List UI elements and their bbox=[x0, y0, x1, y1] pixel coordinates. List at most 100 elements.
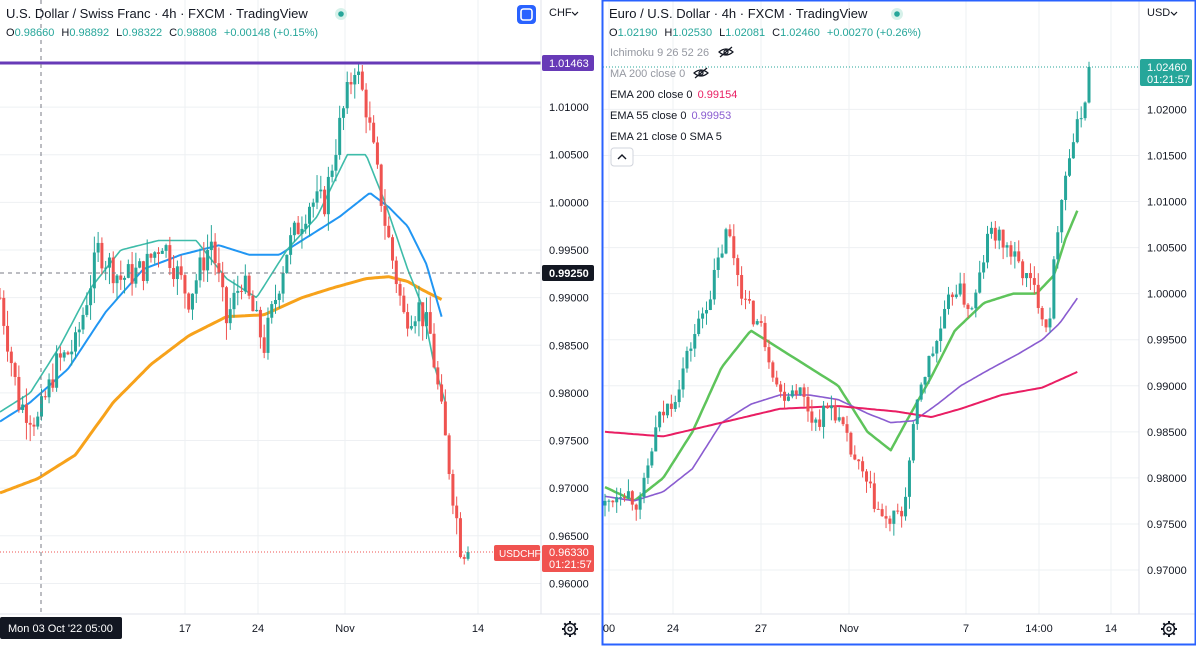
candle-body bbox=[357, 71, 361, 75]
candle-body bbox=[2, 297, 6, 326]
candle-body bbox=[451, 474, 455, 506]
ohlc-close-value: 1.02460 bbox=[780, 27, 820, 39]
candle-body bbox=[307, 206, 311, 224]
left-currency-label[interactable]: CHF bbox=[549, 7, 572, 19]
right-price-axis[interactable]: 0.97000 0.97500 0.98000 0.98500 0.99000 0.995… bbox=[1147, 104, 1187, 577]
candle-body bbox=[168, 245, 172, 268]
candle-body bbox=[962, 283, 966, 305]
chevron-down-icon[interactable] bbox=[571, 11, 579, 16]
candle-body bbox=[145, 253, 149, 282]
indicator-ma200-label[interactable]: MA 200 close 0 bbox=[610, 68, 685, 80]
symbol-tag bbox=[494, 545, 540, 561]
indicator-ema200[interactable]: EMA 200 close 0 0.99154 bbox=[610, 89, 737, 101]
eurusd-chart-panel[interactable]: 0.97000 0.97500 0.98000 0.98500 0.99000 0.995… bbox=[601, 0, 1196, 646]
candle-body bbox=[1079, 118, 1083, 120]
price-tick-label: 1.01500 bbox=[1147, 150, 1187, 162]
left-time-axis[interactable]: 17 24 Nov 14 bbox=[179, 623, 484, 635]
candle-body bbox=[262, 337, 266, 353]
candle-body bbox=[861, 461, 865, 472]
candle-body bbox=[77, 329, 81, 333]
right-ohlc-row: O1.02190 H1.02530 L1.02081 C1.02460 +0.0… bbox=[609, 27, 921, 39]
candle-body bbox=[841, 417, 845, 425]
candle-body bbox=[183, 275, 187, 294]
candle-body bbox=[24, 404, 28, 423]
square-icon[interactable] bbox=[517, 5, 536, 24]
left-price-axis[interactable]: 0.96000 0.96500 0.97000 0.97500 0.98000 0.985… bbox=[549, 102, 589, 590]
candle-body bbox=[911, 424, 915, 461]
candle-body bbox=[603, 500, 607, 506]
candle-body bbox=[360, 71, 364, 90]
candle-body bbox=[172, 267, 176, 280]
candle-body bbox=[958, 283, 962, 295]
candle-body bbox=[455, 505, 459, 519]
indicator-ema55[interactable]: EMA 55 close 0 0.99953 bbox=[610, 110, 731, 122]
ohlc-close-label: C bbox=[772, 27, 780, 39]
candle-body bbox=[704, 310, 708, 314]
candle-body bbox=[198, 257, 202, 281]
gear-icon[interactable] bbox=[562, 621, 578, 637]
candle-body bbox=[619, 497, 623, 499]
indicator-ichimoku-label[interactable]: Ichimoku 9 26 52 26 bbox=[610, 47, 709, 59]
price-tick-label: 1.01000 bbox=[1147, 197, 1187, 209]
candle-body bbox=[255, 309, 259, 312]
candle-body bbox=[880, 509, 884, 517]
candle-body bbox=[989, 227, 993, 234]
candle-body bbox=[107, 257, 111, 268]
indicator-ema21-label[interactable]: EMA 21 close 0 SMA 5 bbox=[610, 131, 722, 143]
price-tick-label: 0.99500 bbox=[549, 245, 589, 257]
candle-body bbox=[202, 257, 206, 271]
candle-body bbox=[1071, 142, 1075, 159]
candle-body bbox=[865, 471, 869, 482]
candle-body bbox=[368, 117, 372, 123]
price-tick-label: 1.00000 bbox=[1147, 289, 1187, 301]
candle-body bbox=[837, 417, 841, 421]
candle-body bbox=[277, 293, 281, 301]
time-tick-label: 14 bbox=[1105, 623, 1117, 635]
price-tick-label: 0.96500 bbox=[549, 531, 589, 543]
candle-body bbox=[693, 334, 697, 349]
usdchf-chart-panel[interactable]: 0.96000 0.96500 0.97000 0.97500 0.98000 0.985… bbox=[0, 0, 600, 646]
left-candles bbox=[0, 62, 470, 565]
candle-body bbox=[387, 225, 391, 238]
candle-body bbox=[654, 427, 658, 452]
candle-body bbox=[417, 302, 421, 322]
candle-body bbox=[935, 341, 939, 354]
eye-hidden-icon[interactable] bbox=[693, 67, 709, 79]
candle-body bbox=[798, 387, 802, 395]
candle-body bbox=[720, 253, 724, 258]
candle-body bbox=[857, 459, 861, 462]
candle-body bbox=[923, 376, 927, 385]
candle-body bbox=[187, 293, 191, 310]
right-currency-label[interactable]: USD bbox=[1147, 7, 1170, 19]
ohlc-close-value: 0.98808 bbox=[177, 27, 217, 39]
candle-body bbox=[285, 254, 289, 274]
price-tick-label: 0.96000 bbox=[549, 578, 589, 590]
right-panel-background bbox=[602, 0, 1196, 646]
candle-body bbox=[642, 477, 646, 498]
candle-body bbox=[240, 290, 244, 292]
candle-body bbox=[62, 352, 66, 358]
candle-body bbox=[1064, 175, 1068, 200]
candle-body bbox=[341, 108, 345, 118]
candle-body bbox=[379, 164, 383, 206]
gear-icon[interactable] bbox=[1161, 621, 1177, 637]
candle-body bbox=[70, 351, 74, 355]
candle-body bbox=[73, 332, 77, 352]
chevron-down-icon[interactable] bbox=[1170, 11, 1178, 16]
candle-body bbox=[1005, 245, 1009, 248]
price-tick-label: 0.99000 bbox=[1147, 381, 1187, 393]
left-chart-title[interactable]: U.S. Dollar / Swiss Franc · 4h · FXCM · … bbox=[6, 6, 308, 21]
right-chart-title[interactable]: Euro / U.S. Dollar · 4h · FXCM · Trading… bbox=[609, 6, 868, 21]
eye-hidden-icon[interactable] bbox=[718, 46, 734, 58]
candle-body bbox=[428, 312, 432, 334]
candle-body bbox=[402, 295, 406, 313]
candle-body bbox=[160, 250, 164, 254]
candle-body bbox=[292, 222, 296, 236]
candle-body bbox=[266, 317, 270, 353]
candle-body bbox=[919, 384, 923, 400]
collapse-legend-button[interactable] bbox=[610, 147, 634, 167]
right-time-axis[interactable]: 00 24 27 Nov 7 14:00 14 bbox=[603, 623, 1117, 635]
candle-body bbox=[1009, 245, 1013, 257]
candle-body bbox=[466, 552, 470, 559]
candle-body bbox=[623, 497, 627, 499]
